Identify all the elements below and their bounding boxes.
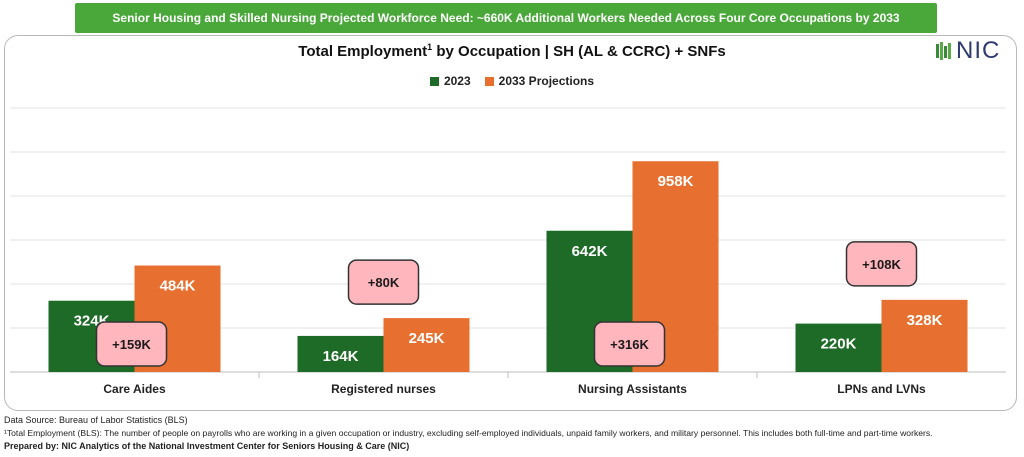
data-label: 958K [658,173,694,190]
footer-source: Data Source: Bureau of Labor Statistics … [4,415,188,425]
change-label: +108K [862,257,901,272]
chart-title: Total Employment1 by Occupation | SH (AL… [0,42,1024,60]
x-tick-label: LPNs and LVNs [837,382,926,396]
change-label: +316K [610,337,649,352]
footer-note: ¹Total Employment (BLS): The number of p… [4,428,933,438]
x-tick-label: Registered nurses [331,382,436,396]
bar-2023 [297,335,384,372]
banner-title: Senior Housing and Skilled Nursing Proje… [75,3,937,33]
bar-2033 [383,318,470,372]
chart-legend: 2023 2033 Projections [0,74,1024,88]
data-label: 245K [409,330,445,347]
legend-swatch-2033 [484,76,494,86]
legend-item-2023: 2023 [429,74,471,88]
nic-logo-icon [936,42,951,60]
legend-swatch-2023 [429,76,439,86]
change-label: +80K [368,275,400,290]
data-label: 164K [323,348,359,365]
bar-2033 [881,299,968,372]
data-label: 220K [821,336,857,353]
change-bubble [845,241,918,287]
chart-title-rest: by Occupation | SH (AL & CCRC) + SNFs [432,43,726,60]
data-label: 484K [160,278,196,295]
chart-title-main: Total Employment [298,43,428,60]
x-tick-label: Nursing Assistants [578,382,687,396]
change-bubble [593,321,666,367]
change-label: +159K [112,337,151,352]
x-tick-label: Care Aides [103,382,166,396]
legend-label-2033: 2033 Projections [498,74,595,88]
data-label: 642K [572,243,608,260]
change-bubble [95,321,168,367]
data-label: 328K [907,312,943,329]
nic-logo: NIC [934,38,1000,64]
nic-logo-text: NIC [956,37,1001,64]
legend-label-2023: 2023 [443,74,471,88]
legend-item-2033: 2033 Projections [484,74,595,88]
footer-prepared: Prepared by: NIC Analytics of the Nation… [4,441,410,451]
chart-title-footnote-mark: 1 [427,42,433,52]
change-bubble [347,259,420,305]
bar-2023 [795,323,882,372]
